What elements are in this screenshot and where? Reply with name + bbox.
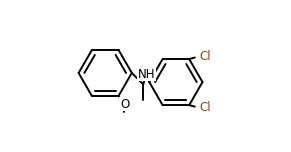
Text: O: O xyxy=(120,98,129,111)
Text: Cl: Cl xyxy=(199,50,211,63)
Text: NH: NH xyxy=(138,68,155,81)
Text: Cl: Cl xyxy=(199,101,211,114)
